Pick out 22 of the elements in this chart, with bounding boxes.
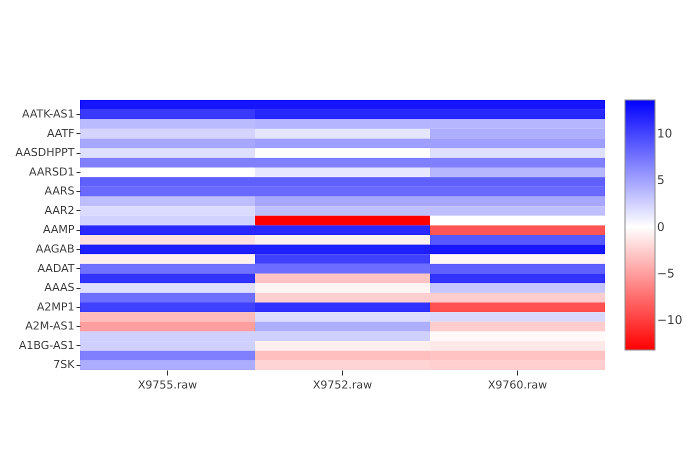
y-tick-label: AASDHPPT [15,146,75,160]
y-tick-label: AAR2 [44,204,74,217]
y-tick-label: AAAS [44,281,75,294]
y-tick-label: AARSD1 [29,165,74,178]
y-tick-label: A2MP1 [36,300,74,314]
color-bar-label: −10 [657,313,682,328]
y-tick-label: 7SK [53,358,76,372]
color-bar-label: −5 [657,266,675,281]
y-tick-label: A2M-AS1 [25,320,74,333]
y-tick-label: AAMP [43,223,75,236]
y-tick-label: AAGAB [36,242,74,256]
color-bar-label: 0 [657,220,665,234]
y-tick-label: AADAT [37,262,75,275]
y-tick-label: AARS [44,184,75,198]
y-tick-label: A1BG-AS1 [18,338,74,352]
x-tick-label: X9752.raw [312,378,372,392]
color-bar-label: 5 [657,173,665,188]
y-tick-label: AATF [46,126,74,140]
x-tick-label: X9760.raw [488,378,548,392]
color-bar-label: 10 [657,126,672,141]
y-tick-label: AATK-AS1 [22,107,74,120]
x-tick-label: X9755.raw [138,378,198,392]
